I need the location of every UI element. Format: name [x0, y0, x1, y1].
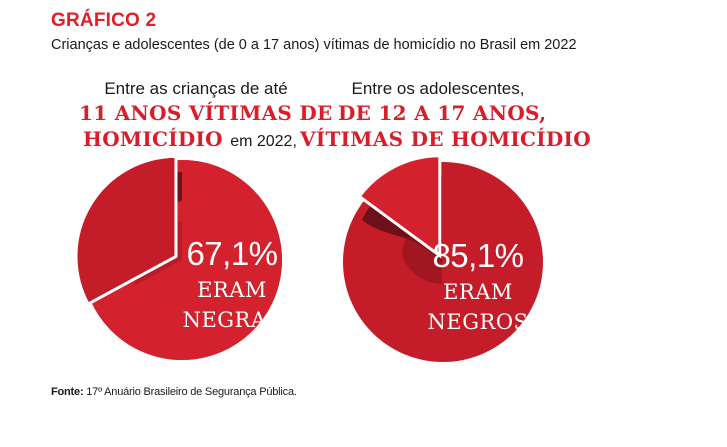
left-heading-line-2: HOMICÍDIO em 2022,	[83, 127, 305, 151]
left-heading-emphasis-2: HOMICÍDIO	[83, 127, 223, 151]
right-pie-slice-rest	[357, 154, 442, 259]
right-pie-annotation-1: ERAM	[443, 280, 513, 304]
source-note: Fonte: 17º Anuário Brasileiro de Seguran…	[51, 386, 297, 398]
source-text: 17º Anuário Brasileiro de Segurança Públ…	[86, 386, 297, 398]
right-heading-intro: Entre os adolescentes,	[351, 79, 525, 98]
left-pie-value-label: 67,1%	[186, 235, 277, 272]
left-heading-intro: Entre as crianças de até	[104, 79, 288, 98]
right-heading-emphasis-2: VÍTIMAS DE HOMICÍDIO	[300, 127, 591, 151]
left-pie-slice-main	[94, 160, 283, 360]
left-pie-slice-rest	[74, 154, 178, 307]
left-heading-tail: em 2022,	[230, 133, 297, 150]
right-pie-annotation-2: NEGROS	[428, 310, 529, 334]
left-heading-emphasis-1: 11 ANOS VÍTIMAS DE	[79, 101, 333, 125]
source-label: Fonte:	[51, 386, 84, 398]
chart-subtitle: Crianças e adolescentes (de 0 a 17 anos)…	[51, 37, 577, 53]
left-pie-annotation-1: ERAM	[197, 278, 267, 302]
chart-title: GRÁFICO 2	[51, 10, 157, 31]
right-pie-value-label: 85,1%	[432, 237, 523, 274]
left-pie-annotation-2: NEGRAS	[183, 308, 282, 332]
right-pie-face-illustration	[402, 236, 442, 284]
right-heading-emphasis-1: DE 12 A 17 ANOS,	[338, 101, 547, 125]
